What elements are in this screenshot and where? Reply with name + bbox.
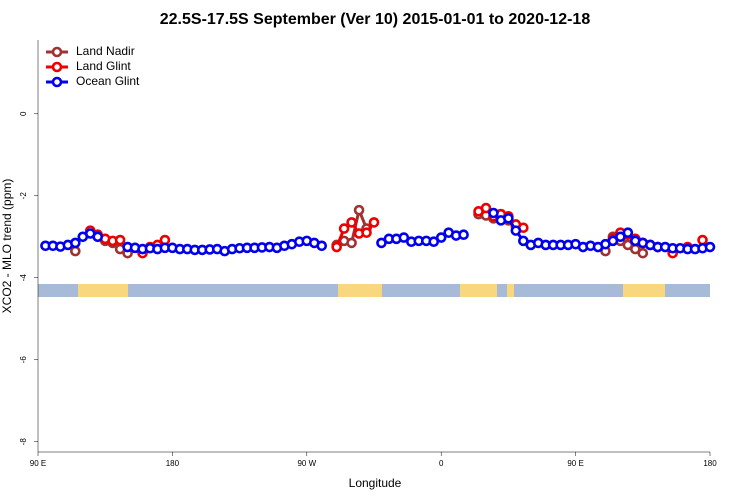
data-point	[428, 236, 440, 247]
y-tick-label: -2	[19, 192, 28, 200]
x-tick-label: 180	[703, 459, 717, 468]
x-tick-label: 90 W	[297, 459, 316, 468]
data-point	[510, 225, 522, 236]
x-tick-label: 0	[439, 459, 444, 468]
y-tick-label: -6	[19, 356, 28, 364]
x-tick-label: 90 E	[30, 459, 46, 468]
data-point	[488, 207, 499, 219]
data-point	[70, 245, 81, 257]
data-point	[615, 231, 626, 243]
land-band	[460, 284, 497, 297]
data-point	[622, 239, 634, 251]
data-point	[398, 232, 410, 243]
data-point	[607, 235, 619, 247]
data-point	[70, 237, 81, 249]
y-axis-label: XCO2 - MLO trend (ppm)	[0, 179, 14, 314]
data-point	[518, 235, 529, 247]
legend-marker	[51, 76, 63, 88]
y-tick-label: -4	[19, 274, 28, 282]
land-band	[78, 284, 128, 297]
x-axis-label: Longitude	[349, 476, 402, 490]
data-point	[92, 231, 104, 243]
data-point	[480, 202, 492, 214]
data-point	[368, 217, 380, 228]
data-point	[458, 229, 469, 241]
legend-label: Land Glint	[76, 59, 131, 73]
legend-label: Land Nadir	[76, 44, 135, 58]
data-point	[704, 241, 716, 253]
data-point	[376, 237, 387, 249]
x-tick-label: 90 E	[567, 459, 583, 468]
series	[40, 207, 716, 257]
data-point	[346, 217, 357, 228]
data-point	[316, 240, 328, 252]
land-band	[507, 284, 514, 297]
data-point	[435, 232, 447, 243]
data-point	[331, 241, 342, 253]
data-point	[353, 204, 365, 216]
legend-label: Ocean Glint	[76, 74, 140, 88]
data-point	[622, 227, 634, 238]
data-point	[346, 237, 357, 249]
x-tick-label: 180	[166, 459, 180, 468]
land-mask	[38, 284, 710, 297]
land-band	[623, 284, 665, 297]
data-point	[697, 234, 708, 246]
data-point	[338, 223, 350, 234]
chart-title: 22.5S-17.5S September (Ver 10) 2015-01-0…	[160, 11, 591, 28]
data-point	[114, 234, 126, 246]
y-tick-label: -8	[19, 438, 28, 446]
y-tick-label: 0	[19, 111, 28, 116]
land-band	[338, 284, 382, 297]
legend-marker	[51, 61, 63, 73]
data-point	[503, 213, 514, 224]
data-point	[637, 247, 649, 259]
legend-marker	[51, 46, 63, 58]
data-point	[361, 227, 372, 238]
